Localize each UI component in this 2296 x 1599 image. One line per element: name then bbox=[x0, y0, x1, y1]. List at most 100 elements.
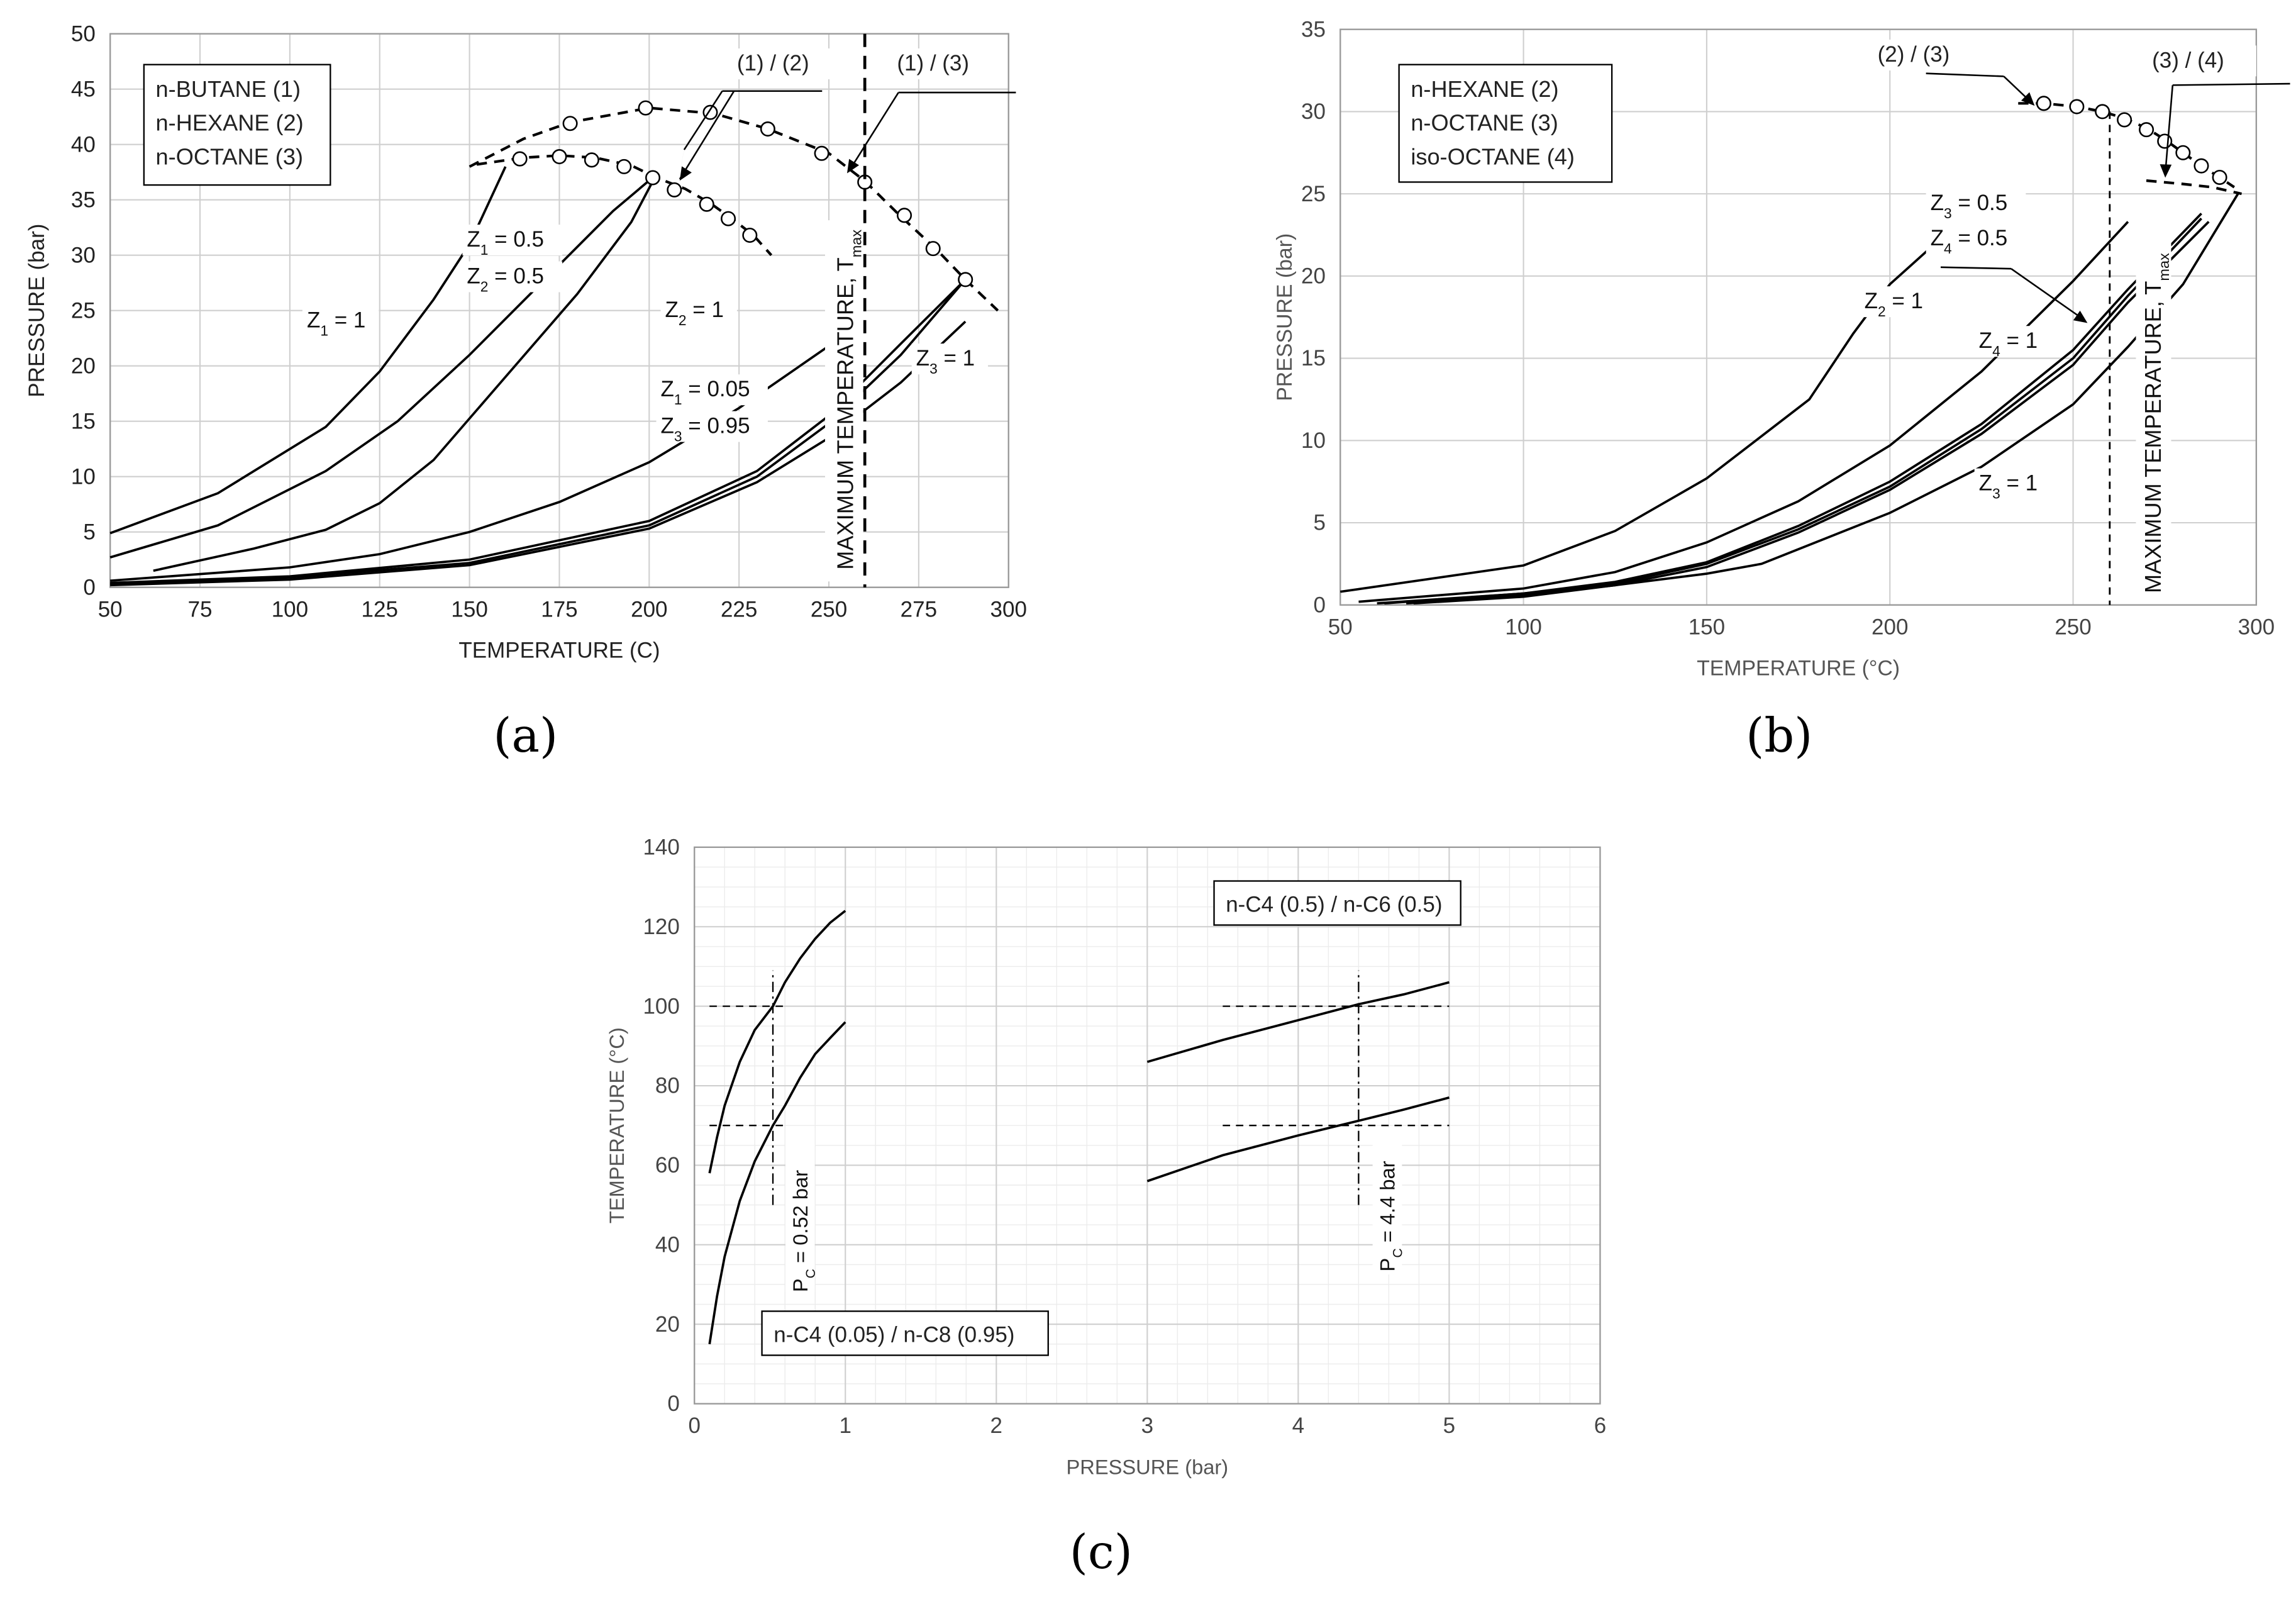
y-axis-title: PRESSURE (bar) bbox=[1273, 233, 1297, 401]
annotation-bg bbox=[1926, 223, 2026, 254]
x-tick-label: 50 bbox=[1328, 615, 1353, 639]
leader-line-z4 bbox=[2010, 268, 2085, 321]
critical-point-marker bbox=[897, 208, 912, 223]
annotation-bg bbox=[892, 48, 1002, 80]
curve-annotation: Z4 = 1 bbox=[1979, 328, 2038, 359]
curve-annotation: Z3 = 0.95 bbox=[661, 414, 750, 445]
max-temperature-label: MAXIMUM TEMPERATURE, Tmax bbox=[832, 230, 864, 570]
x-tick-label: 175 bbox=[541, 597, 577, 621]
y-tick-label: 60 bbox=[655, 1153, 680, 1178]
locus-annotation: (1) / (2) bbox=[737, 51, 809, 75]
legend-entry: n-C4 (0.05) / n-C8 (0.95) bbox=[774, 1323, 1014, 1347]
series-line bbox=[1377, 213, 2202, 605]
series-line bbox=[1146, 1096, 1450, 1183]
legend-entry: n-HEXANE (2) bbox=[156, 110, 304, 136]
arrow-line-12 bbox=[679, 91, 735, 180]
critical-point-marker bbox=[584, 152, 599, 168]
y-tick-label: 5 bbox=[83, 520, 95, 544]
y-tick-label: 20 bbox=[71, 354, 96, 378]
leader-line-z4 bbox=[1940, 266, 2012, 270]
locus-annotation: (2) / (3) bbox=[1878, 42, 1950, 67]
x-axis-title: TEMPERATURE (C) bbox=[458, 638, 660, 663]
critical-point-marker bbox=[925, 241, 941, 257]
plot-frame bbox=[1339, 28, 2258, 606]
legend-entry: n-BUTANE (1) bbox=[156, 76, 301, 102]
series-line bbox=[1146, 981, 1450, 1063]
annotation-bg bbox=[1974, 468, 2051, 499]
x-tick-label: 150 bbox=[1689, 615, 1725, 639]
x-tick-label: 3 bbox=[1141, 1413, 1153, 1438]
annotation-bg bbox=[302, 305, 379, 337]
y-tick-label: 40 bbox=[655, 1232, 680, 1257]
annotation-bg bbox=[1873, 40, 1982, 71]
critical-point-marker bbox=[512, 151, 528, 167]
y-tick-label: 15 bbox=[71, 409, 96, 433]
y-tick-label: 20 bbox=[1301, 264, 1326, 289]
y-tick-label: 0 bbox=[83, 575, 95, 599]
y-tick-label: 20 bbox=[655, 1312, 680, 1337]
series-line bbox=[1358, 221, 2129, 603]
y-tick-label: 10 bbox=[71, 464, 96, 489]
x-tick-label: 250 bbox=[811, 597, 847, 621]
x-axis-title: PRESSURE (bar) bbox=[1066, 1456, 1228, 1479]
plot-frame bbox=[109, 33, 1009, 588]
critical-point-marker bbox=[814, 145, 829, 161]
y-tick-label: 30 bbox=[71, 243, 96, 267]
figure-label-b: (b) bbox=[1746, 708, 1812, 763]
vline-label-bg bbox=[2136, 220, 2171, 603]
critical-point-marker bbox=[2212, 169, 2227, 185]
chart-a: 50 75 100 125 150 175 200 225 250 275 300 0 5 10 15 20 2… bbox=[25, 21, 1027, 662]
legend-entry: iso-OCTANE (4) bbox=[1411, 143, 1575, 169]
x-tick-label: 100 bbox=[1505, 615, 1541, 639]
critical-point-marker bbox=[562, 116, 578, 131]
x-tick-label: 300 bbox=[2238, 615, 2275, 639]
critical-point-marker bbox=[760, 121, 775, 137]
critical-point-marker bbox=[721, 211, 736, 226]
arrow-line-13 bbox=[848, 92, 899, 172]
legend-b bbox=[1398, 64, 1613, 183]
y-tick-label: 25 bbox=[71, 298, 96, 323]
x-tick-label: 275 bbox=[901, 597, 937, 621]
arrowhead-13 bbox=[846, 159, 860, 174]
x-axis-title: TEMPERATURE (°C) bbox=[1697, 657, 1900, 681]
y-tick-label: 100 bbox=[643, 994, 679, 1018]
x-tick-label: 200 bbox=[631, 597, 667, 621]
x-tick-label: 50 bbox=[98, 597, 123, 621]
locus-annotation: (1) / (3) bbox=[897, 51, 969, 75]
curve-annotation: Z3 = 1 bbox=[916, 346, 975, 377]
curve-annotation: Z2 = 1 bbox=[1865, 289, 1923, 320]
y-tick-label: 80 bbox=[655, 1074, 680, 1098]
series-line bbox=[109, 173, 657, 559]
y-tick-label: 35 bbox=[1301, 17, 1326, 42]
curve-annotation: Z1 = 0.05 bbox=[661, 377, 750, 408]
y-axis-title: TEMPERATURE (°C) bbox=[605, 1027, 628, 1223]
y-tick-label: 35 bbox=[71, 187, 96, 212]
annotation-bg bbox=[785, 1127, 815, 1293]
critical-point-marker bbox=[552, 149, 567, 165]
x-tick-label: 75 bbox=[188, 597, 213, 621]
annotation-bg bbox=[1926, 187, 2026, 219]
x-tick-label: 150 bbox=[451, 597, 487, 621]
critical-point-marker bbox=[638, 100, 653, 116]
x-tick-label: 250 bbox=[2055, 615, 2091, 639]
series-line bbox=[1413, 193, 2239, 605]
y-tick-label: 15 bbox=[1301, 346, 1326, 370]
y-tick-label: 0 bbox=[667, 1391, 679, 1416]
legend-entry: n-C4 (0.5) / n-C6 (0.5) bbox=[1226, 893, 1442, 917]
x-tick-label: 225 bbox=[721, 597, 757, 621]
curve-annotation: Z3 = 1 bbox=[1979, 471, 2038, 502]
x-tick-label: 300 bbox=[990, 597, 1027, 621]
legend-entry: n-OCTANE (3) bbox=[1411, 110, 1558, 136]
critical-point-marker bbox=[2157, 133, 2173, 149]
series-line bbox=[110, 279, 967, 586]
legend-box-c6 bbox=[1213, 880, 1461, 926]
leader-line-12 bbox=[683, 91, 723, 150]
chart-b: 50 100 150 200 250 300 0 5 10 15 20 25 30 35 TEMPERATU… bbox=[1273, 17, 2290, 681]
arrowhead-z4 bbox=[2073, 310, 2088, 323]
y-tick-label: 140 bbox=[643, 835, 679, 860]
series-line bbox=[2146, 179, 2242, 196]
legend-entry: n-HEXANE (2) bbox=[1411, 76, 1558, 102]
pc-annotation: PC = 0.52 bar bbox=[789, 1170, 818, 1292]
annotation-bg bbox=[660, 295, 737, 326]
legend-a bbox=[143, 64, 331, 186]
